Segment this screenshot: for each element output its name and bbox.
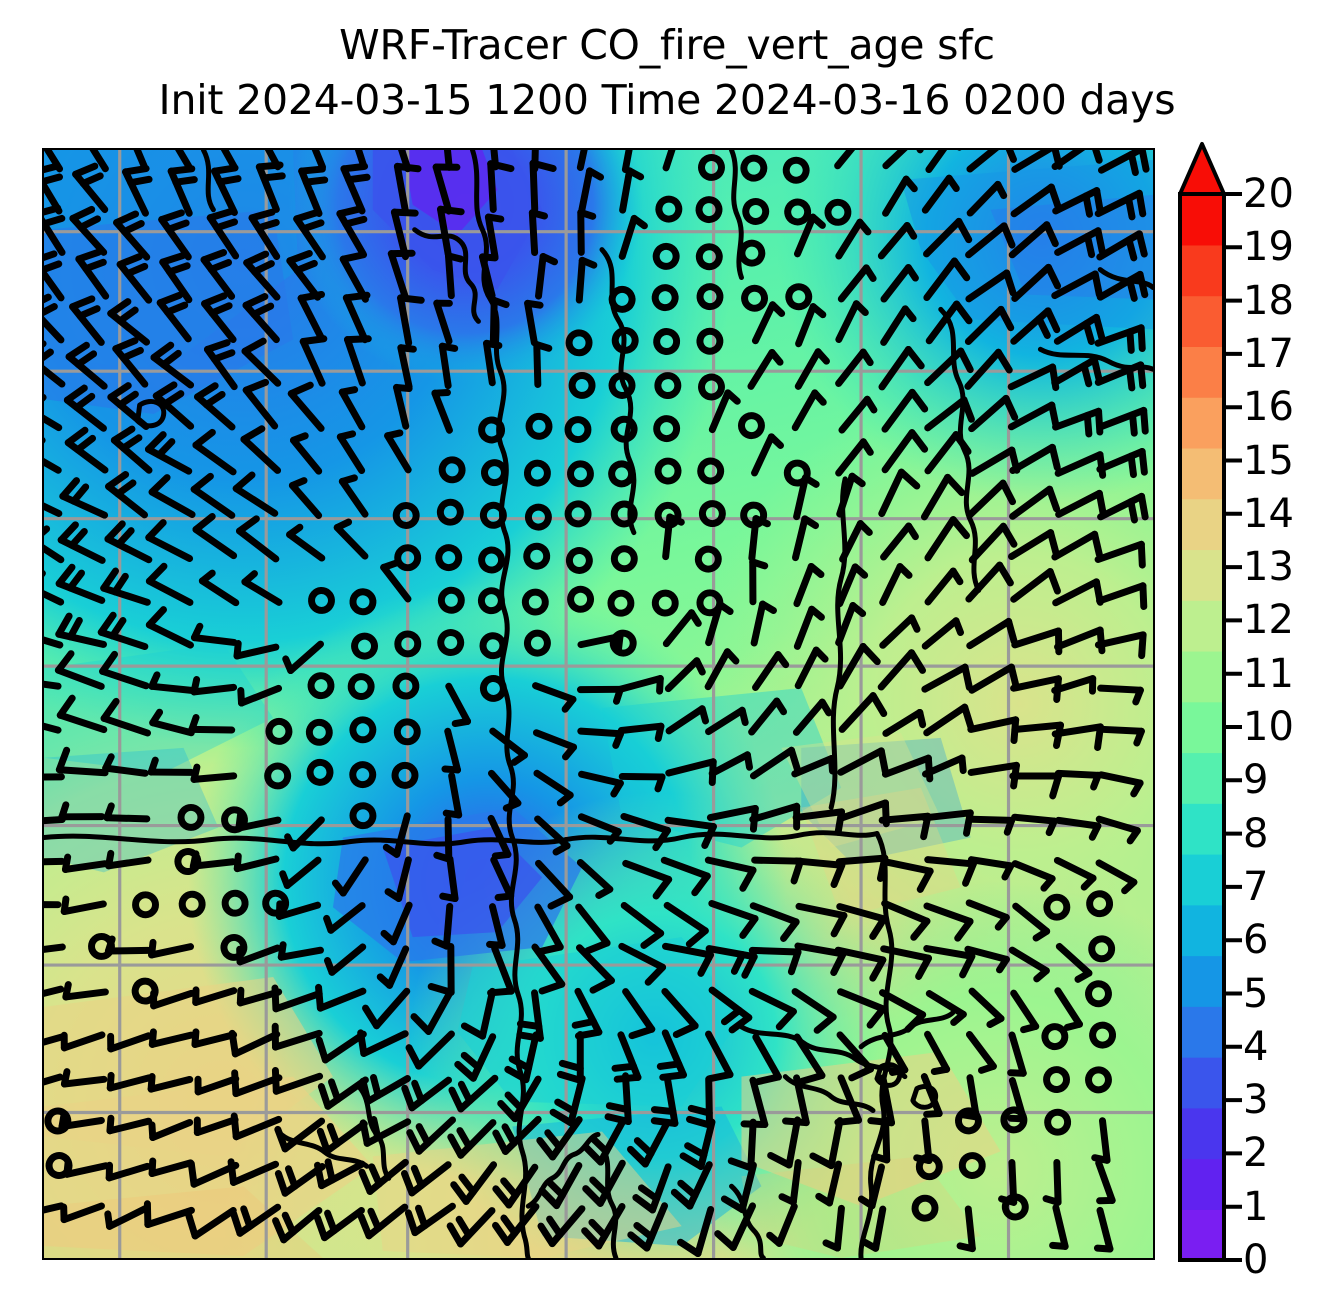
colorbar-band: [1180, 447, 1224, 500]
map-axes[interactable]: [42, 148, 1155, 1260]
colorbar-band: [1180, 1158, 1224, 1210]
colorbar-tick-label: 5: [1243, 970, 1269, 1017]
figure-title: WRF-Tracer CO_fire_vert_age sfc Init 202…: [0, 18, 1334, 127]
colorbar-tick-label: 19: [1243, 224, 1294, 271]
colorbar-tick-label: 7: [1243, 863, 1269, 910]
colorbar-tick-label: 11: [1243, 650, 1294, 697]
colorbar-tick-label: 13: [1243, 544, 1294, 591]
colorbar-band: [1180, 194, 1224, 246]
colorbar-band: [1180, 346, 1224, 398]
colorbar-band: [1180, 549, 1224, 601]
colorbar-band: [1180, 1006, 1224, 1058]
colorbar-band: [1180, 803, 1224, 855]
colorbar-tick-label: 15: [1243, 437, 1294, 484]
colorbar-tick-label: 20: [1243, 171, 1294, 217]
colorbar-tick-label: 16: [1243, 384, 1294, 431]
colorbar-band: [1180, 701, 1224, 754]
colorbar-band: [1180, 498, 1224, 551]
colorbar-band: [1180, 295, 1224, 347]
colorbar-tick-labels: 20 19 18 17 16 15 14 13 12 11 10 9 8 7 6 5 4 3 2 1 0: [1243, 174, 1333, 1280]
colorbar-tick-label: 10: [1243, 704, 1294, 750]
colorbar-band: [1180, 650, 1224, 703]
colorbar-tick-label: 6: [1243, 917, 1269, 964]
colorbar-band: [1180, 600, 1224, 652]
colorbar-band: [1180, 397, 1224, 449]
colorbar-tick-label: 9: [1243, 757, 1269, 804]
colorbar-band: [1180, 244, 1224, 297]
title-line-2: Init 2024-03-15 1200 Time 2024-03-16 020…: [158, 75, 1176, 124]
colorbar-band: [1180, 1107, 1224, 1160]
colorbar-tick-label: 12: [1243, 597, 1294, 644]
colorbar-tick-label: 4: [1243, 1023, 1269, 1070]
colorbar-band: [1180, 1056, 1224, 1109]
colorbar-tick-label: 14: [1243, 490, 1294, 537]
map-svg: [44, 150, 1153, 1258]
contour-fill-layer: [44, 150, 1153, 1258]
colorbar-tick-label: 0: [1243, 1237, 1269, 1283]
colorbar-band: [1180, 752, 1224, 804]
colorbar-tick-label: 18: [1243, 277, 1294, 324]
map-plot-area: [44, 150, 1153, 1258]
colorbar-band: [1180, 853, 1224, 906]
colorbar-tick-label: 2: [1243, 1130, 1269, 1177]
colorbar-tick-label: 8: [1243, 810, 1269, 857]
colorbar-band: [1180, 1209, 1224, 1261]
colorbar-svg: [1178, 142, 1242, 1262]
colorbar-band: [1180, 904, 1224, 957]
colorbar-ticks: [1224, 192, 1242, 1262]
colorbar-bands: [1180, 194, 1224, 1261]
colorbar-tick-label: 3: [1243, 1077, 1269, 1124]
colorbar-band: [1180, 955, 1224, 1007]
title-line-1: WRF-Tracer CO_fire_vert_age sfc: [339, 21, 995, 69]
colorbar-extend-arrow: [1178, 142, 1226, 196]
colorbar-tick-label: 17: [1243, 330, 1294, 377]
colorbar-tick-label: 1: [1243, 1183, 1269, 1230]
colorbar[interactable]: [1178, 142, 1242, 1262]
